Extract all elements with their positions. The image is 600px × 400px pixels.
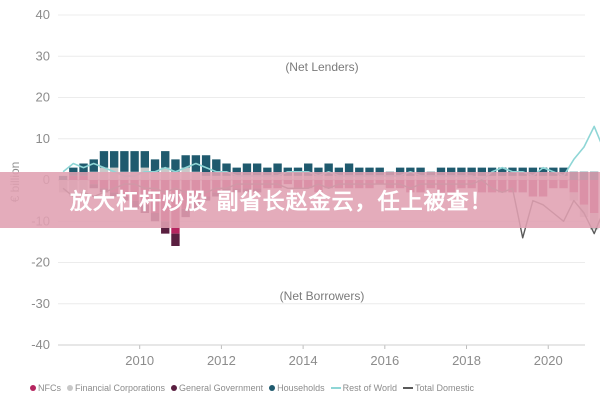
annotation-net-borrowers: (Net Borrowers)	[280, 289, 365, 303]
legend-swatch	[30, 385, 36, 391]
legend-label: Households	[277, 383, 325, 393]
bar-households	[467, 167, 476, 176]
bar-households	[477, 167, 487, 176]
banner-headline: 放大杠杆炒股 副省长赵金云，任上被查！	[70, 190, 493, 215]
bar-households	[222, 163, 231, 176]
bar-households	[79, 163, 88, 176]
bar-households	[99, 151, 109, 168]
bar-households	[395, 167, 405, 176]
bar-households	[109, 151, 119, 168]
bar-households	[344, 163, 354, 176]
x-tick-label: 2020	[534, 353, 563, 368]
legend-item: NFCs	[30, 383, 61, 393]
y-tick-label: -20	[31, 255, 50, 270]
legend-label: General Government	[179, 383, 264, 393]
legend-label: Total Domestic	[414, 383, 475, 393]
y-tick-label: 20	[36, 90, 50, 105]
legend-swatch	[402, 387, 413, 389]
bar-households	[150, 159, 160, 172]
legend-item: Financial Corporations	[67, 383, 165, 393]
bar-households	[161, 151, 170, 168]
bar-households	[334, 167, 344, 176]
x-tick-label: 2014	[289, 353, 318, 368]
bar-households	[171, 159, 180, 172]
bar-households	[447, 167, 456, 176]
bar-households	[304, 163, 313, 176]
bar-households	[416, 167, 425, 176]
bar-households	[232, 167, 241, 176]
bar-households	[314, 167, 323, 176]
annotation-net-lenders: (Net Lenders)	[285, 60, 358, 74]
bar-households	[436, 167, 446, 176]
bar-households	[457, 167, 466, 176]
bar-households	[528, 167, 538, 176]
y-tick-label: -40	[31, 337, 50, 352]
legend-label: NFCs	[38, 383, 61, 393]
bar-households	[559, 167, 568, 176]
bar-households	[263, 167, 272, 176]
x-tick-label: 2018	[452, 353, 481, 368]
overlay-banner: 放大杠杆炒股 副省长赵金云，任上被查！	[0, 172, 600, 228]
legend-item: Households	[269, 383, 325, 393]
bar-households	[120, 151, 129, 172]
bar-households	[181, 155, 190, 168]
bar-households	[242, 163, 252, 176]
legend-item: Total Domestic	[402, 383, 475, 393]
chart-legend: NFCs Financial Corporations General Govern…	[30, 380, 590, 396]
bar-households	[69, 167, 78, 176]
bar-households	[273, 163, 282, 176]
legend-label: Rest of World	[342, 383, 397, 393]
bar-households	[252, 163, 262, 176]
legend-item: General Government	[171, 383, 263, 393]
bar-households	[375, 167, 384, 176]
bar-households	[140, 151, 149, 168]
y-tick-label: 40	[36, 7, 50, 22]
x-tick-label: 2010	[125, 353, 154, 368]
legend-label: Financial Corporations	[75, 383, 166, 393]
bar-general-government	[171, 233, 180, 246]
legend-swatch	[269, 385, 276, 391]
bar-households	[130, 151, 139, 172]
bar-households	[365, 167, 374, 176]
legend-swatch	[330, 387, 341, 389]
bar-households	[324, 163, 333, 176]
bar-households	[498, 167, 507, 176]
legend-item: Rest of World	[330, 383, 397, 393]
x-tick-label: 2016	[370, 353, 399, 368]
y-tick-label: 30	[36, 48, 50, 63]
y-tick-label: 10	[36, 131, 50, 146]
legend-swatch	[67, 385, 73, 391]
bar-households	[89, 159, 98, 172]
legend-swatch	[171, 385, 178, 391]
y-tick-label: -30	[31, 296, 50, 311]
bar-households	[201, 155, 211, 176]
bar-households	[355, 167, 364, 176]
bar-households	[212, 159, 221, 176]
bar-households	[538, 167, 548, 176]
x-tick-label: 2012	[207, 353, 236, 368]
